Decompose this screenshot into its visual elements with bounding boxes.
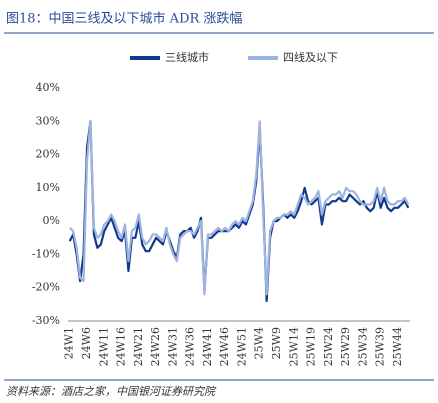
- x-tick-label: 24W31: [166, 327, 179, 366]
- y-tick-label: 10%: [36, 181, 60, 194]
- x-tick-label: 24W26: [149, 327, 162, 366]
- x-tick-label: 25W29: [339, 327, 352, 366]
- x-tick-label: 24W41: [201, 327, 214, 366]
- chart-title: 图18：中国三线及以下城市 ADR 涨跌幅: [6, 11, 242, 27]
- y-tick-label: -30%: [32, 314, 60, 327]
- series-line: [68, 120, 410, 296]
- x-tick-label: 24W46: [218, 327, 231, 366]
- x-tick-label: 24W21: [132, 327, 145, 366]
- x-tick-label: 24W16: [115, 327, 128, 366]
- x-tick-label: 24W36: [184, 327, 197, 366]
- y-tick-label: 0%: [43, 214, 60, 227]
- series-line: [68, 120, 410, 303]
- y-tick-label: -20%: [32, 281, 60, 294]
- x-tick-label: 25W9: [270, 327, 283, 359]
- x-tick-label: 24W1: [63, 327, 76, 359]
- x-tick-label: 24W11: [97, 327, 110, 366]
- x-tick-label: 24W51: [235, 327, 248, 366]
- y-tick-label: 30%: [36, 114, 60, 127]
- x-tick-label: 25W34: [356, 327, 369, 366]
- x-tick-label: 25W4: [253, 327, 266, 359]
- x-tick-label: 25W24: [322, 327, 335, 366]
- y-tick-label: -10%: [32, 247, 60, 260]
- x-tick-label: 25W14: [287, 327, 300, 366]
- x-tick-label: 25W44: [391, 327, 404, 366]
- y-tick-label: 20%: [36, 148, 60, 161]
- legend-label: 四线及以下: [283, 50, 338, 64]
- legend-label: 三线城市: [165, 50, 209, 64]
- x-tick-label: 24W6: [80, 327, 93, 359]
- source: 资料来源：酒店之家，中国银河证券研究院: [6, 385, 217, 398]
- x-tick-label: 25W39: [374, 327, 387, 366]
- x-tick-label: 25W19: [305, 327, 318, 366]
- y-tick-label: 40%: [36, 81, 60, 94]
